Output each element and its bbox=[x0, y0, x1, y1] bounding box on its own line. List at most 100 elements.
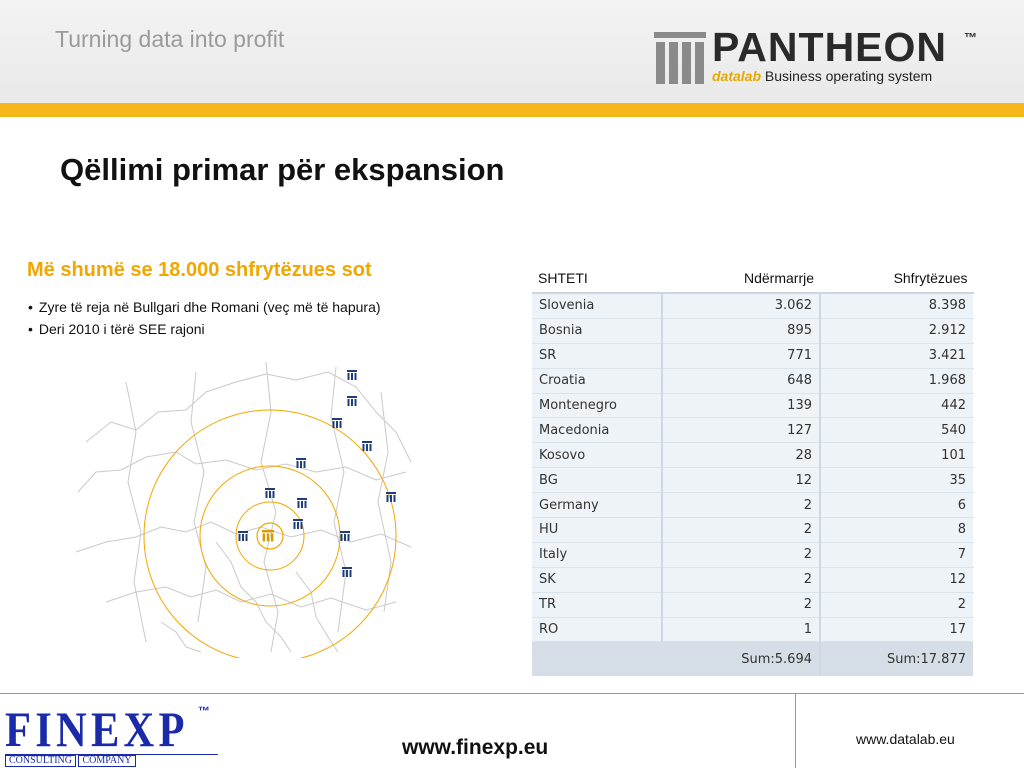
office-icon bbox=[340, 531, 350, 541]
cell-companies: 139 bbox=[662, 393, 821, 419]
cell-companies: 771 bbox=[662, 343, 821, 369]
pantheon-columns-icon bbox=[654, 32, 706, 84]
cell-users: 442 bbox=[820, 393, 974, 419]
customer-table: SHTETI Ndërmarrje Shfrytëzues Slovenia 3.… bbox=[532, 264, 974, 677]
cell-companies: 3.062 bbox=[662, 293, 821, 319]
table-row: Italy 2 7 bbox=[532, 542, 974, 568]
cell-country: BG bbox=[532, 467, 663, 494]
cell-country: TR bbox=[532, 592, 663, 618]
table-row: Bosnia 895 2.912 bbox=[532, 318, 974, 344]
cell-companies: 2 bbox=[662, 542, 821, 568]
col-header-country: SHTETI bbox=[532, 264, 662, 294]
table-row: RO 1 17 bbox=[532, 617, 974, 643]
table-row: Kosovo 28 101 bbox=[532, 442, 974, 469]
office-icon bbox=[265, 488, 275, 498]
table-row: SR 771 3.421 bbox=[532, 343, 974, 369]
cell-companies: 2 bbox=[662, 517, 821, 543]
bullet-item: • Deri 2010 i tërë SEE rajoni bbox=[28, 321, 205, 337]
cell-companies: 648 bbox=[662, 368, 821, 394]
table-row: TR 2 2 bbox=[532, 592, 974, 618]
cell-users: 101 bbox=[820, 442, 974, 469]
footer-vertical-divider bbox=[795, 693, 796, 768]
table-row: HU 2 8 bbox=[532, 517, 974, 543]
cell-companies: 127 bbox=[662, 417, 821, 444]
table-row: Slovenia 3.062 8.398 bbox=[532, 293, 974, 319]
table-row: BG 12 35 bbox=[532, 467, 974, 494]
col-header-users: Shfrytëzues bbox=[820, 264, 974, 294]
cell-users: 8.398 bbox=[820, 293, 974, 319]
cell-country: Croatia bbox=[532, 368, 663, 394]
cell-country: RO bbox=[532, 617, 663, 643]
cell-country: Slovenia bbox=[532, 293, 663, 319]
slide-title: Qëllimi primar për ekspansion bbox=[60, 152, 505, 187]
sum-users: Sum:17.877 bbox=[820, 641, 974, 677]
range-circle-medium bbox=[199, 465, 341, 607]
cell-country: SR bbox=[532, 343, 663, 369]
logo-name: PANTHEON bbox=[712, 24, 948, 70]
finexp-sub-consulting: CONSULTING bbox=[5, 755, 76, 767]
center-office-icon bbox=[262, 530, 274, 542]
cell-users: 540 bbox=[820, 417, 974, 444]
cell-companies: 12 bbox=[662, 467, 821, 494]
sum-empty bbox=[532, 641, 662, 677]
range-circle-large bbox=[143, 409, 397, 658]
cell-country: Italy bbox=[532, 542, 663, 568]
cell-users: 2 bbox=[820, 592, 974, 618]
table-row: Croatia 648 1.968 bbox=[532, 368, 974, 394]
cell-country: Montenegro bbox=[532, 393, 663, 419]
cell-users: 2.912 bbox=[820, 318, 974, 344]
cell-users: 8 bbox=[820, 517, 974, 543]
office-icon bbox=[342, 567, 352, 577]
cell-country: Bosnia bbox=[532, 318, 663, 344]
office-icon bbox=[297, 498, 307, 508]
finexp-logo-text: FINEXP bbox=[5, 701, 189, 757]
cell-country: Macedonia bbox=[532, 417, 663, 444]
slide-subtitle: Më shumë se 18.000 shfrytëzues sot bbox=[27, 259, 372, 281]
cell-users: 35 bbox=[820, 467, 974, 494]
datalab-url-link[interactable]: www.datalab.eu bbox=[856, 731, 955, 747]
cell-country: Germany bbox=[532, 492, 663, 519]
finexp-url-link[interactable]: www.finexp.eu bbox=[402, 736, 549, 759]
pantheon-logo: PANTHEON ™ datalab Business operating sy… bbox=[652, 24, 992, 92]
cell-country: SK bbox=[532, 567, 663, 593]
cell-users: 7 bbox=[820, 542, 974, 568]
stats-table: SHTETI Ndërmarrje Shfrytëzues Slovenia 3.… bbox=[532, 264, 974, 677]
office-icon bbox=[362, 441, 372, 451]
country-outlines bbox=[75, 361, 412, 653]
office-markers bbox=[238, 370, 396, 577]
office-icon bbox=[347, 396, 357, 406]
cell-country: HU bbox=[532, 517, 663, 543]
finexp-sub-company: COMPANY bbox=[78, 755, 136, 767]
range-circle-small bbox=[235, 501, 305, 571]
finexp-logo: FINEXP ™ CONSULTING COMPANY bbox=[5, 700, 220, 767]
office-icon bbox=[386, 492, 396, 502]
cell-users: 17 bbox=[820, 617, 974, 643]
logo-tm: ™ bbox=[964, 30, 977, 45]
cell-country: Kosovo bbox=[532, 442, 663, 469]
table-row: SK 2 12 bbox=[532, 567, 974, 593]
table-row: Germany 2 6 bbox=[532, 492, 974, 519]
bullet-list: • Zyre të reja në Bullgari dhe Romani (ve… bbox=[28, 296, 381, 340]
cell-companies: 895 bbox=[662, 318, 821, 344]
col-header-companies: Ndërmarrje bbox=[662, 264, 820, 294]
cell-companies: 2 bbox=[662, 492, 821, 519]
cell-companies: 2 bbox=[662, 567, 821, 593]
center-marker-ring bbox=[256, 522, 284, 550]
office-icon bbox=[238, 531, 248, 541]
office-icon bbox=[347, 370, 357, 380]
europe-expansion-map bbox=[75, 361, 412, 658]
cell-users: 3.421 bbox=[820, 343, 974, 369]
header-banner: Turning data into profit PANTHEON ™ data… bbox=[0, 0, 1024, 103]
cell-users: 1.968 bbox=[820, 368, 974, 394]
cell-users: 6 bbox=[820, 492, 974, 519]
office-icon bbox=[296, 458, 306, 468]
cell-companies: 28 bbox=[662, 442, 821, 469]
finexp-tm: ™ bbox=[198, 704, 210, 718]
logo-subtitle: datalab Business operating system bbox=[712, 68, 932, 84]
cell-users: 12 bbox=[820, 567, 974, 593]
logo-sub-text: Business operating system bbox=[764, 68, 933, 84]
table-header-row: SHTETI Ndërmarrje Shfrytëzues bbox=[532, 264, 974, 294]
table-sum-row: Sum:5.694 Sum:17.877 bbox=[532, 641, 974, 677]
table-row: Macedonia 127 540 bbox=[532, 417, 974, 444]
accent-bar bbox=[0, 103, 1024, 117]
